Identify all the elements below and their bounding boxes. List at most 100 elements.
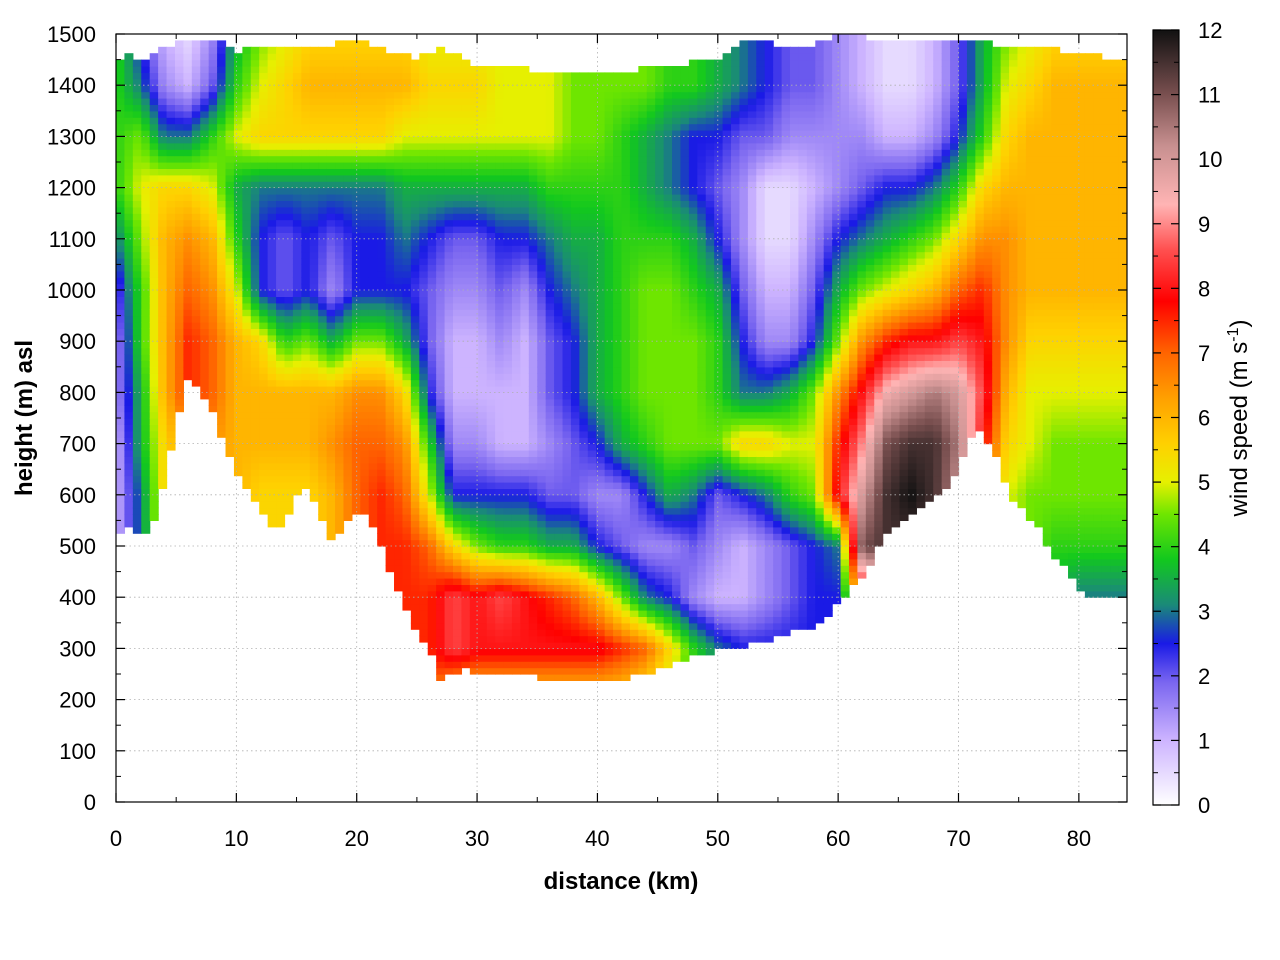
heatmap-cell: [596, 149, 606, 157]
heatmap-cell: [469, 603, 479, 611]
heatmap-cell: [427, 616, 437, 624]
heatmap-cell: [554, 155, 564, 163]
heatmap-cell: [570, 642, 580, 649]
heatmap-cell: [326, 392, 336, 400]
heatmap-cell: [360, 168, 370, 176]
heatmap-cell: [570, 475, 580, 483]
heatmap-cell: [427, 373, 437, 381]
heatmap-cell: [613, 341, 623, 349]
heatmap-cell: [141, 104, 151, 112]
heatmap-cell: [444, 328, 454, 336]
heatmap-cell: [419, 539, 429, 547]
heatmap-cell: [570, 514, 580, 521]
heatmap-cell: [629, 507, 639, 515]
heatmap-cell: [436, 597, 446, 605]
heatmap-cell: [520, 616, 530, 624]
heatmap-cell: [495, 302, 505, 310]
heatmap-cell: [486, 200, 496, 208]
heatmap-cell: [301, 123, 311, 131]
heatmap-cell: [528, 98, 538, 105]
heatmap-cell: [276, 296, 286, 304]
heatmap-cell: [174, 309, 184, 317]
heatmap-cell: [158, 360, 168, 368]
heatmap-cell: [453, 181, 463, 189]
heatmap-cell: [217, 258, 227, 265]
heatmap-cell: [174, 354, 184, 361]
heatmap-cell: [250, 219, 260, 227]
heatmap-cell: [335, 514, 345, 521]
heatmap-cell: [233, 456, 243, 464]
heatmap-cell: [301, 322, 311, 329]
heatmap-cell: [554, 277, 564, 285]
heatmap-cell: [284, 354, 294, 361]
heatmap-cell: [166, 91, 176, 99]
heatmap-cell: [284, 347, 294, 355]
heatmap-cell: [116, 302, 126, 310]
heatmap-cell: [292, 450, 302, 457]
heatmap-cell: [461, 258, 471, 265]
heatmap-cell: [545, 520, 555, 528]
heatmap-cell: [149, 469, 159, 477]
heatmap-cell: [217, 219, 227, 227]
heatmap-cell: [149, 366, 159, 374]
heatmap-cell: [360, 104, 370, 112]
heatmap-cell: [570, 373, 580, 381]
heatmap-cell: [528, 270, 538, 278]
heatmap-cell: [402, 603, 412, 611]
heatmap-cell: [343, 347, 353, 355]
heatmap-cell: [301, 53, 311, 61]
heatmap-cell: [444, 302, 454, 310]
heatmap-cell: [410, 475, 420, 483]
heatmap-cell: [124, 149, 134, 157]
heatmap-cell: [545, 482, 555, 489]
heatmap-cell: [276, 315, 286, 323]
heatmap-cell: [495, 232, 505, 240]
heatmap-cell: [545, 667, 555, 675]
heatmap-cell: [570, 411, 580, 419]
heatmap-cell: [368, 46, 378, 54]
heatmap-cell: [596, 110, 606, 118]
heatmap-cell: [174, 315, 184, 323]
heatmap-cell: [570, 501, 580, 509]
heatmap-cell: [343, 258, 353, 265]
heatmap-cell: [132, 450, 142, 457]
heatmap-cell: [427, 334, 437, 342]
heatmap-cell: [461, 430, 471, 438]
heatmap-cell: [453, 290, 463, 297]
heatmap-cell: [545, 526, 555, 534]
heatmap-cell: [259, 85, 269, 93]
heatmap-cell: [351, 232, 361, 240]
heatmap-cell: [301, 155, 311, 163]
heatmap-cell: [166, 290, 176, 297]
heatmap-cell: [276, 85, 286, 93]
heatmap-cell: [259, 206, 269, 214]
heatmap-cell: [436, 168, 446, 176]
heatmap-cell: [562, 258, 572, 265]
heatmap-cell: [604, 162, 614, 169]
heatmap-cell: [284, 418, 294, 425]
heatmap-cell: [427, 219, 437, 227]
heatmap-cell: [587, 392, 597, 400]
heatmap-cell: [587, 290, 597, 297]
heatmap-cell: [276, 456, 286, 464]
heatmap-cell: [267, 290, 277, 297]
heatmap-cell: [360, 277, 370, 285]
heatmap-cell: [116, 219, 126, 227]
heatmap-cell: [537, 296, 547, 304]
heatmap-cell: [217, 322, 227, 329]
heatmap-cell: [394, 386, 404, 393]
heatmap-cell: [621, 104, 631, 112]
heatmap-cell: [444, 526, 454, 534]
heatmap-cell: [335, 315, 345, 323]
heatmap-cell: [537, 590, 547, 598]
heatmap-cell: [427, 603, 437, 611]
heatmap-cell: [394, 264, 404, 272]
heatmap-cell: [385, 66, 395, 73]
heatmap-cell: [158, 296, 168, 304]
heatmap-cell: [335, 78, 345, 86]
heatmap-cell: [326, 142, 336, 150]
heatmap-cell: [629, 565, 639, 573]
heatmap-cell: [579, 482, 589, 489]
heatmap-cell: [385, 450, 395, 457]
heatmap-cell: [453, 571, 463, 579]
